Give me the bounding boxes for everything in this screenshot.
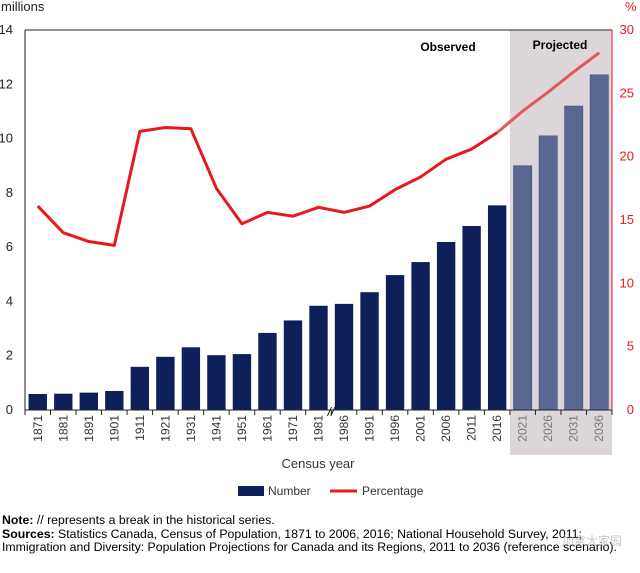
bar-2031	[564, 105, 584, 411]
y-right-tick-label: 0	[627, 402, 634, 417]
y-left-tick-label: 14	[0, 22, 13, 37]
x-tick-label-2011: 2011	[465, 415, 479, 441]
bar-2036	[589, 74, 609, 411]
y-left-tick-label: 12	[0, 76, 13, 91]
line-series-percentage	[36, 51, 601, 247]
sources-line: Sources: Statistics Canada, Census of Po…	[2, 526, 638, 555]
y-left-tick-label: 10	[0, 131, 13, 146]
series-break-mark: //	[327, 405, 336, 419]
legend-label-number: Number	[268, 484, 311, 498]
x-tick-label-1981: 1981	[312, 415, 326, 442]
bar-1991	[360, 292, 379, 410]
observed-annotation: Observed	[420, 40, 475, 54]
y-right-tick-label: 30	[620, 22, 634, 37]
bar-2006	[436, 241, 456, 410]
bar-series-number	[28, 74, 609, 411]
bar-1961	[258, 332, 277, 410]
bar-1951	[232, 354, 252, 410]
bar-2011	[462, 225, 481, 410]
watermark-text: 加拿大家园	[561, 534, 622, 548]
x-tick-label-1941: 1941	[209, 415, 223, 442]
x-tick-label-1951: 1951	[235, 415, 249, 442]
x-tick-label-2016: 2016	[490, 415, 504, 442]
x-tick-label-1891: 1891	[82, 415, 96, 442]
x-tick-label-1991: 1991	[363, 415, 377, 442]
bar-1986	[334, 303, 354, 410]
y-right-tick-label: 5	[627, 339, 634, 354]
x-tick-label-1931: 1931	[184, 415, 198, 442]
y-axis-left-label: millions	[1, 0, 45, 14]
bar-1981	[309, 305, 328, 410]
bar-1911	[130, 366, 150, 410]
legend: Number Percentage	[238, 484, 424, 498]
legend-label-percentage: Percentage	[362, 484, 424, 498]
x-tick-label-1881: 1881	[56, 415, 70, 442]
bar-2001	[411, 262, 430, 410]
x-tick-label-2026: 2026	[541, 415, 555, 442]
note-line: Note: // represents a break in the histo…	[2, 513, 638, 528]
percentage-line-observed	[36, 126, 498, 247]
x-tick-label-1986: 1986	[337, 415, 351, 442]
y-left-tick-label: 6	[6, 239, 13, 254]
y-left-tick-label: 8	[6, 185, 13, 200]
x-tick-label-1901: 1901	[107, 415, 121, 442]
x-tick-label-2006: 2006	[439, 415, 453, 442]
note-label: Note:	[2, 513, 34, 527]
bar-1901	[105, 391, 124, 410]
legend-swatch-number	[238, 486, 264, 496]
x-tick-label-1996: 1996	[388, 415, 402, 442]
left-axis-ticks: 0 2 4 6 8 10 12 14	[0, 22, 13, 417]
bar-1941	[207, 355, 226, 410]
x-tick-label-2001: 2001	[414, 415, 428, 442]
bar-1871	[28, 393, 47, 410]
bar-1996	[385, 275, 405, 410]
y-right-tick-label: 25	[620, 85, 634, 100]
right-axis-ticks: 0 5 10 15 20 25 30	[620, 22, 634, 417]
x-tick-label-2036: 2036	[592, 415, 606, 442]
bar-1931	[181, 347, 201, 410]
x-axis-title: Census year	[282, 456, 356, 471]
y-left-tick-label: 0	[6, 402, 13, 417]
bar-2021	[513, 165, 533, 411]
x-tick-label-1961: 1961	[260, 415, 274, 442]
y-right-tick-label: 20	[620, 149, 634, 164]
x-tick-label-1921: 1921	[158, 415, 172, 442]
bar-1891	[79, 392, 98, 410]
bar-2016	[487, 205, 507, 410]
x-tick-label-1971: 1971	[286, 415, 300, 442]
bar-1881	[54, 393, 73, 410]
x-tick-label-1911: 1911	[133, 415, 147, 441]
bar-1921	[156, 356, 175, 410]
y-right-tick-label: 15	[620, 212, 634, 227]
y-left-tick-label: 4	[6, 293, 13, 308]
y-axis-right-label: %	[625, 0, 637, 14]
y-right-tick-label: 10	[620, 275, 634, 290]
chart: 0 2 4 6 8 10 12 14 0 5 10 15 20 25 30 1871 1881 1891 190…	[0, 0, 637, 498]
note-text: // represents a break in the historical …	[33, 513, 275, 527]
chart-notes: Note: // represents a break in the histo…	[2, 513, 638, 555]
x-tick-label-2021: 2021	[516, 415, 530, 442]
y-left-tick-label: 2	[6, 348, 13, 363]
bar-2026	[538, 135, 558, 411]
sources-label: Sources:	[2, 526, 55, 541]
x-tick-label-1871: 1871	[31, 415, 45, 442]
sources-text: Statistics Canada, Census of Population,…	[2, 526, 617, 555]
projected-annotation: Projected	[533, 38, 588, 52]
bar-1971	[283, 320, 303, 410]
x-tick-label-2031: 2031	[567, 415, 581, 442]
x-axis-tick-labels: 1871 1881 1891 1901 1911 1921 1931 1941 1951 1961…	[24, 410, 613, 442]
